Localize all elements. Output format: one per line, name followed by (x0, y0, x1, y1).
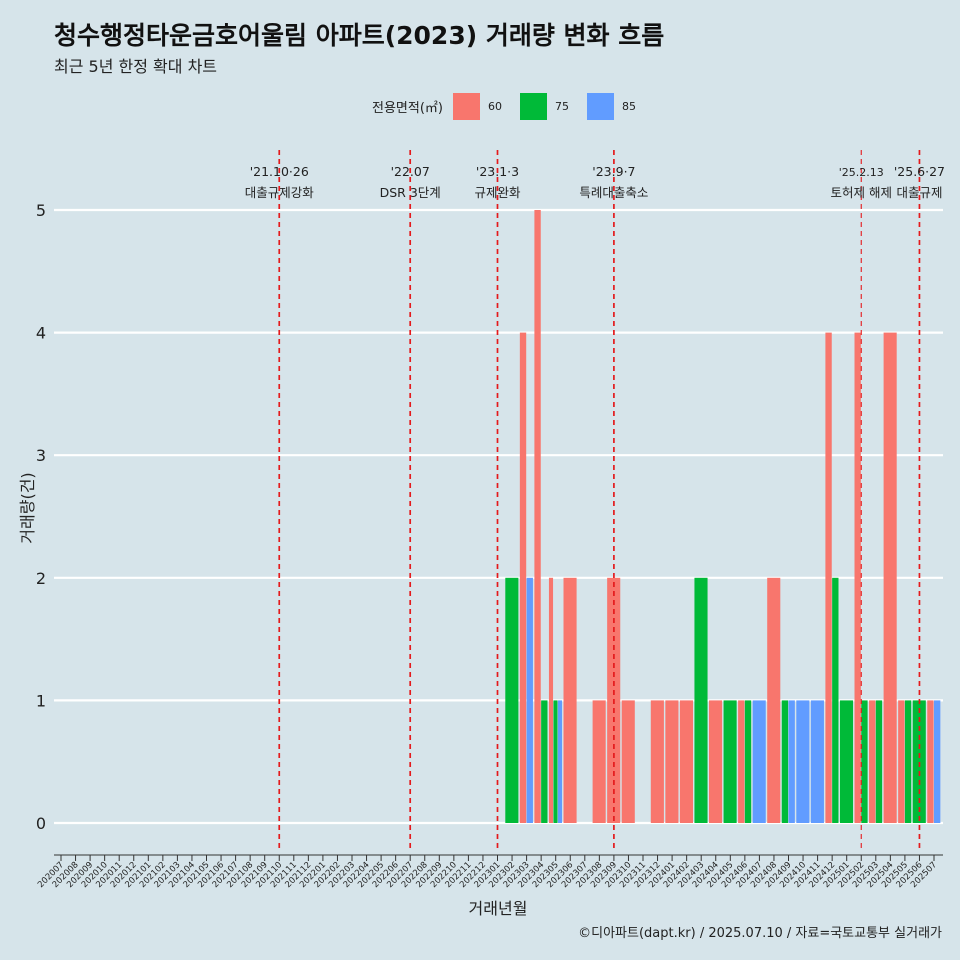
legend-item-60: 60 (452, 93, 516, 120)
annotation-label-202502: 토허제 해제 (831, 185, 892, 200)
y-axis-label: 거래량(건) (18, 472, 37, 543)
annotation-label-202110: 대출규제강화 (245, 185, 315, 200)
legend-label-75: 75 (554, 100, 569, 113)
bar-202410-85 (796, 700, 810, 823)
bar-202502-60 (854, 332, 861, 823)
legend-key-85 (586, 93, 614, 120)
bar-202503-75 (875, 700, 883, 823)
bar-202406-60 (738, 700, 745, 823)
legend-title: 전용면적(㎡) (372, 101, 443, 116)
bar-202401-60 (665, 700, 679, 823)
x-axis-label: 거래년월 (469, 899, 528, 918)
bar-202412-60 (825, 332, 832, 823)
bar-202504-60 (883, 332, 897, 823)
annotation-label-202309: 특례대출축소 (579, 185, 648, 200)
annotation-date-202502: '25.2.13 (839, 166, 884, 179)
bar-202507-85 (934, 700, 941, 823)
bars (505, 210, 941, 823)
annotations: '21.10·26 대출규제강화 '22.07 DSR 3단계 '23.1·3 규제완화 '… (245, 150, 945, 852)
bar-202306-60 (563, 577, 577, 823)
y-tick-label: 5 (36, 201, 46, 220)
bar-202505-75 (904, 700, 912, 823)
bar-202404-60 (709, 700, 723, 823)
bar-202506-75 (912, 700, 926, 823)
bar-202407-85 (752, 700, 766, 823)
bar-202403-75 (694, 577, 708, 823)
annotation-date-202309: '23.9·7 (592, 164, 635, 179)
y-tick-label: 4 (36, 324, 46, 343)
bar-202303-60 (519, 332, 527, 823)
chart-subtitle: 최근 5년 한정 확대 차트 (54, 57, 218, 76)
bar-202411-85 (810, 700, 824, 823)
y-tick-label: 0 (36, 814, 46, 833)
bar-202503-60 (869, 700, 876, 823)
legend: 전용면적(㎡) 60 75 85 (372, 93, 654, 120)
bar-202507-60 (927, 700, 934, 823)
bar-202303-85 (526, 577, 533, 823)
bar-202502-75 (861, 700, 868, 823)
legend-label-85: 85 (621, 100, 636, 113)
legend-item-75: 75 (519, 93, 583, 120)
annotation-label-202207: DSR 3단계 (380, 185, 441, 200)
bar-202312-60 (650, 700, 664, 823)
bar-202310-60 (621, 700, 635, 823)
bar-202408-60 (767, 577, 781, 823)
bar-202402-60 (679, 700, 693, 823)
bar-202305-85 (557, 700, 563, 823)
bar-202409-85 (788, 700, 795, 823)
legend-item-85: 85 (586, 93, 650, 120)
annotation-date-202110: '21.10·26 (250, 164, 309, 179)
y-tick-label: 3 (36, 446, 46, 465)
annotation-date-202506: '25.6·27 (894, 164, 945, 179)
y-tick-label: 1 (36, 691, 46, 710)
chart-title: 청수행정타운금호어울림 아파트(2023) 거래량 변화 흐름 (54, 21, 665, 50)
annotation-label-202301: 규제완화 (474, 185, 521, 200)
legend-label-60: 60 (487, 100, 502, 113)
bar-202412-75 (832, 577, 839, 823)
bar-202302-75 (505, 577, 519, 823)
annotation-date-202301: '23.1·3 (476, 164, 519, 179)
bar-202305-75 (553, 700, 558, 823)
caption: ©디아파트(dapt.kr) / 2025.07.10 / 자료=국토교통부 실… (578, 926, 942, 941)
legend-key-60 (452, 93, 480, 120)
bar-202505-60 (898, 700, 905, 823)
annotation-label-202506: 대출규제 (896, 185, 942, 200)
bar-202409-75 (781, 700, 789, 823)
x-axis: 2020072020082020092020102020112020122021… (36, 854, 943, 890)
legend-key-75 (519, 93, 547, 120)
y-tick-label: 2 (36, 569, 46, 588)
y-tick-labels: 0 1 2 3 4 5 (36, 201, 46, 833)
bar-202304-60 (534, 210, 541, 823)
bar-202304-75 (541, 700, 548, 823)
bar-202308-60 (592, 700, 606, 823)
annotation-date-202207: '22.07 (391, 164, 430, 179)
bar-202405-75 (723, 700, 737, 823)
bar-202305-60 (548, 577, 554, 823)
bar-202501-75 (839, 700, 854, 823)
bar-202406-75 (744, 700, 752, 823)
grid-lines (54, 208, 943, 825)
